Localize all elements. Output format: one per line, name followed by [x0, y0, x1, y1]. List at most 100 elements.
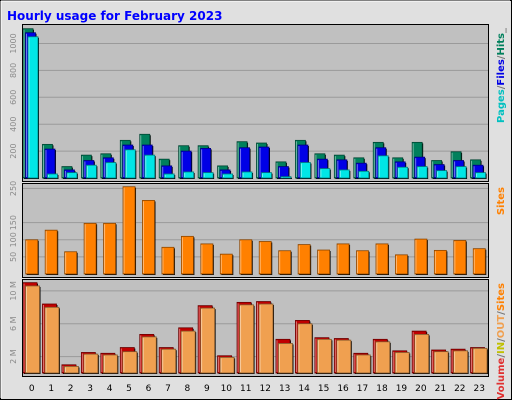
- y-tick-label: 50: [9, 252, 18, 262]
- x-tick-label: 19: [396, 384, 408, 394]
- bar: [355, 354, 371, 374]
- bar: [161, 348, 177, 374]
- bar: [239, 239, 253, 275]
- bar-volume-volume: [375, 341, 391, 374]
- y-tick-label: 150: [9, 215, 18, 230]
- bar: [416, 166, 428, 179]
- bar: [472, 347, 488, 374]
- bar-pages-files-hits-pages: [416, 166, 429, 179]
- bar-sites-sites: [122, 186, 137, 275]
- bar-sites-sites: [219, 253, 234, 275]
- x-tick-label: 16: [337, 384, 349, 394]
- bar: [436, 170, 448, 179]
- bar-volume-volume: [180, 330, 197, 374]
- bar-sites-sites: [356, 250, 370, 275]
- bar-pages-files-hits-pages: [319, 168, 331, 179]
- bar: [163, 173, 175, 179]
- x-tick-label: 22: [454, 384, 465, 394]
- x-tick-label: 21: [435, 384, 446, 394]
- plot-border: [22, 24, 489, 182]
- bar-sites-sites: [297, 244, 312, 275]
- bar-volume-volume: [258, 303, 274, 374]
- bar: [278, 250, 292, 275]
- bar-sites-sites: [200, 243, 214, 275]
- legend-item: /: [496, 85, 507, 89]
- bar: [300, 162, 311, 179]
- bar-volume-volume: [278, 343, 294, 374]
- bar: [356, 250, 369, 275]
- bar-volume-volume: [414, 333, 430, 374]
- bar-pages-files-hits-pages: [300, 162, 312, 179]
- bar: [180, 235, 194, 275]
- x-tick-label: 3: [87, 384, 93, 394]
- legend-item: /: [496, 354, 507, 358]
- plot-area: [22, 279, 489, 377]
- x-tick-label: 2: [68, 384, 74, 394]
- bar-pages-files-hits-pages: [377, 155, 390, 179]
- bar-sites-sites: [103, 222, 117, 275]
- bar-pages-files-hits-pages: [222, 173, 234, 179]
- bar: [319, 168, 331, 179]
- x-tick-label: 20: [415, 384, 427, 394]
- bar-sites-sites: [336, 243, 351, 275]
- bar-pages-files-hits-pages: [27, 36, 39, 179]
- x-tick-label: 1: [48, 384, 54, 394]
- bar-pages-files-hits-pages: [163, 173, 176, 179]
- bar: [241, 171, 253, 179]
- legend-item: /: [496, 55, 507, 59]
- bar: [261, 172, 272, 179]
- x-tick-label: 11: [240, 384, 251, 394]
- bar-pages-files-hits-pages: [397, 166, 409, 179]
- bar: [395, 254, 408, 275]
- bar: [25, 285, 40, 374]
- bar: [375, 341, 391, 374]
- bar-sites-sites: [472, 248, 487, 275]
- bar: [317, 249, 331, 275]
- bar-sites-sites: [44, 229, 59, 275]
- bar: [83, 353, 99, 374]
- bar-volume-volume: [472, 347, 489, 374]
- bar: [219, 253, 233, 275]
- bar: [472, 248, 486, 275]
- bar: [280, 176, 292, 179]
- x-tick-label: 0: [29, 384, 35, 394]
- bar-volume-volume: [25, 285, 41, 374]
- bar: [122, 186, 136, 275]
- bar: [297, 244, 311, 275]
- x-tick-label: 18: [376, 384, 388, 394]
- legend-pages-files-hits: Pages/Files/Hits_: [496, 28, 507, 123]
- bar: [122, 351, 138, 374]
- legend-item: Volume: [496, 357, 507, 399]
- legend-item: Files: [496, 59, 507, 85]
- bar-sites-sites: [258, 241, 273, 275]
- y-tick-label: 10 M: [9, 281, 18, 301]
- x-tick-label: 7: [165, 384, 171, 394]
- bar: [258, 303, 274, 374]
- x-tick-label: 23: [474, 384, 485, 394]
- legend-item: _: [496, 28, 507, 33]
- bar-pages-files-hits-pages: [144, 154, 156, 179]
- bar-pages-files-hits-pages: [358, 170, 370, 179]
- bar-sites-sites: [278, 250, 292, 275]
- legend-item: IN: [496, 342, 507, 354]
- panel-sites: 50 100 150 250 Sites: [9, 181, 507, 278]
- bar-pages-files-hits-pages: [455, 166, 468, 179]
- bar: [475, 172, 486, 179]
- legend-volume: Volume/IN/OUT/Sites: [496, 283, 507, 400]
- bar-pages-files-hits-pages: [241, 171, 254, 179]
- bar: [219, 356, 235, 374]
- bar-volume-volume: [453, 350, 469, 374]
- x-tick-label: 9: [204, 384, 210, 394]
- legend-item: Sites: [496, 187, 507, 215]
- x-tick-label: 4: [107, 384, 113, 394]
- bar-volume-volume: [219, 356, 236, 374]
- legend-item: OUT: [496, 315, 507, 339]
- bar: [200, 307, 216, 374]
- bar: [336, 243, 350, 275]
- x-tick-label: 17: [357, 384, 368, 394]
- bar: [414, 333, 430, 374]
- legend-item: /: [496, 338, 507, 342]
- bar-volume-volume: [122, 351, 138, 374]
